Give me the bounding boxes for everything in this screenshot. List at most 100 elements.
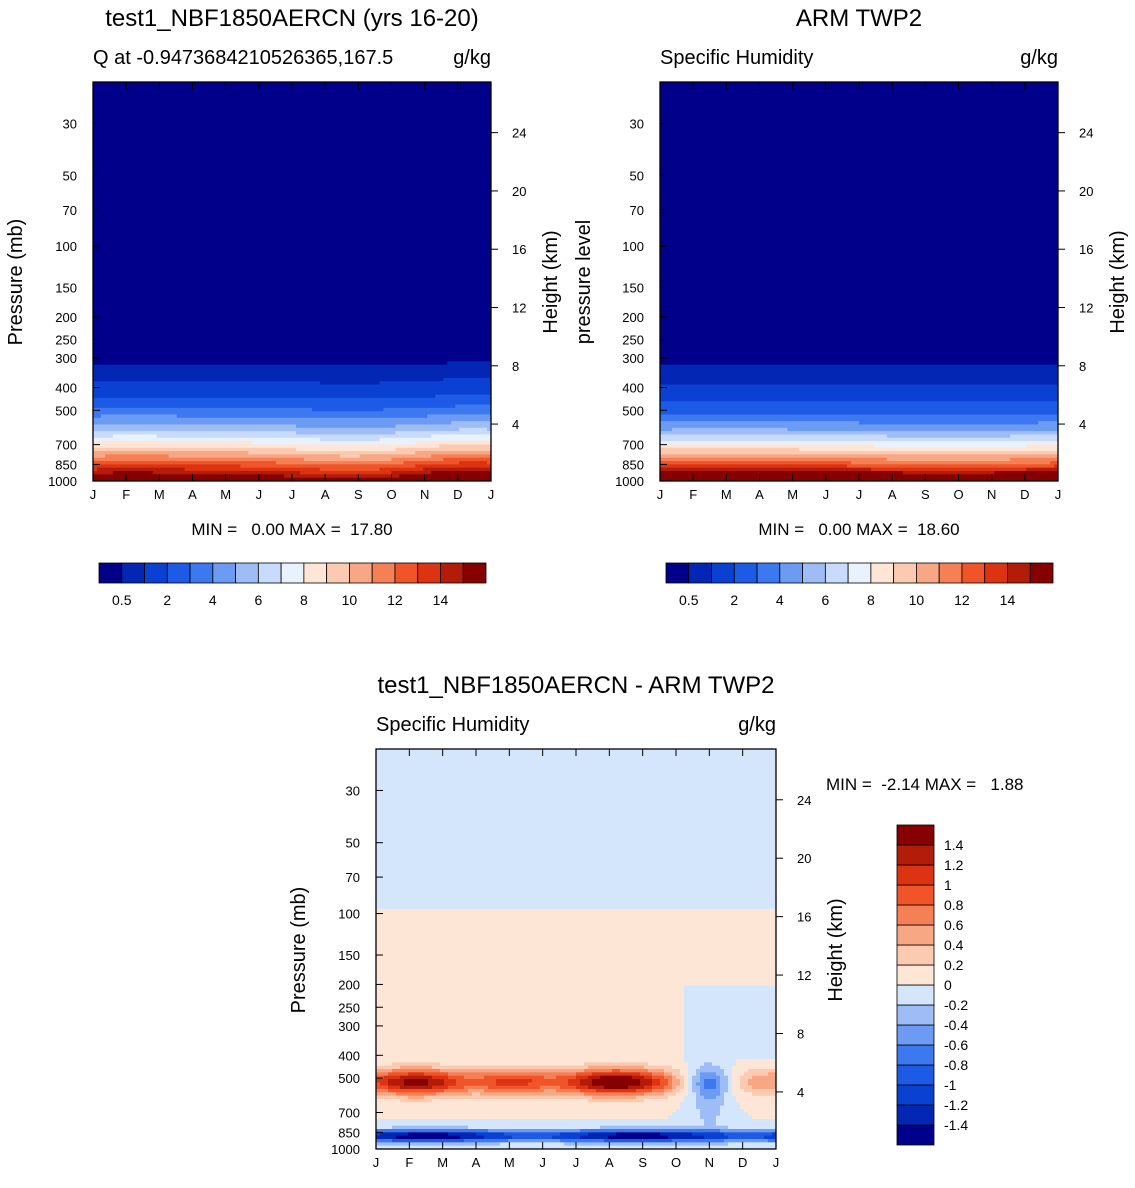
field-cell bbox=[672, 1139, 725, 1143]
field-cell bbox=[684, 1082, 689, 1087]
field-cell bbox=[93, 244, 491, 249]
colorbar-box bbox=[870, 562, 895, 584]
field-cell bbox=[660, 115, 1058, 120]
field-cell bbox=[93, 361, 448, 366]
x-tick-label: M bbox=[154, 487, 165, 502]
field-cell bbox=[112, 434, 158, 439]
field-cell bbox=[668, 1082, 673, 1087]
field-cell bbox=[652, 1085, 665, 1090]
field-cell bbox=[93, 348, 491, 352]
field-cell bbox=[376, 999, 685, 1003]
diff-ylabel-left: Pressure (mb) bbox=[288, 887, 310, 1014]
field-cell bbox=[93, 251, 491, 256]
field-cell bbox=[93, 185, 491, 189]
field-cell bbox=[93, 471, 114, 475]
colorbar-label: 10 bbox=[342, 592, 358, 608]
field-cell bbox=[732, 1079, 741, 1083]
field-cell bbox=[93, 238, 491, 243]
field-cell bbox=[376, 785, 776, 790]
field-cell bbox=[93, 205, 491, 209]
field-cell bbox=[376, 1132, 381, 1137]
field-cell bbox=[692, 1085, 701, 1090]
field-cell bbox=[600, 1075, 633, 1080]
colorbar-label: 4 bbox=[776, 592, 784, 608]
y-tick-label: 100 bbox=[338, 907, 360, 922]
field-cell bbox=[400, 1075, 433, 1080]
field-cell bbox=[684, 1029, 776, 1033]
field-cell bbox=[728, 1075, 733, 1080]
field-cell bbox=[464, 1139, 509, 1143]
field-cell bbox=[376, 959, 776, 963]
field-cell bbox=[93, 228, 491, 233]
field-cell bbox=[660, 457, 888, 462]
colorbar-box bbox=[121, 562, 145, 584]
colorbar-label: 0.5 bbox=[679, 592, 699, 608]
field-cell bbox=[660, 131, 1058, 136]
y-tick-label: 50 bbox=[346, 836, 360, 851]
field-cell bbox=[716, 1079, 721, 1083]
field-cell bbox=[93, 258, 491, 263]
field-cell bbox=[428, 1079, 445, 1083]
field-cell bbox=[660, 427, 673, 432]
field-cell bbox=[376, 872, 776, 877]
field-cell bbox=[276, 461, 405, 465]
field-cell bbox=[728, 1125, 776, 1130]
field-cell bbox=[660, 98, 1058, 103]
field-cell bbox=[584, 1062, 649, 1067]
field-cell bbox=[684, 1019, 776, 1023]
y-right-tick-label: 12 bbox=[797, 968, 811, 983]
field-cell bbox=[93, 108, 491, 113]
field-cell bbox=[740, 1102, 776, 1107]
field-cell bbox=[692, 1082, 697, 1087]
field-cell bbox=[93, 387, 491, 392]
field-cell bbox=[660, 444, 876, 449]
y-tick-label: 30 bbox=[63, 116, 77, 131]
field-cell bbox=[660, 354, 1058, 359]
field-cell bbox=[592, 1072, 641, 1077]
field-cell bbox=[671, 427, 788, 432]
field-cell bbox=[660, 215, 1058, 219]
colorbar-box bbox=[896, 1124, 935, 1146]
field-cell bbox=[660, 431, 1058, 436]
field-cell bbox=[376, 992, 685, 997]
field-cell bbox=[376, 1092, 397, 1097]
field-cell bbox=[444, 1079, 457, 1083]
field-cell bbox=[588, 1065, 645, 1070]
field-cell bbox=[660, 274, 1058, 279]
field-cell bbox=[408, 1072, 425, 1077]
field-cell bbox=[93, 165, 491, 170]
field-cell bbox=[772, 1132, 776, 1137]
field-cell bbox=[376, 1015, 685, 1020]
field-cell bbox=[380, 1082, 389, 1087]
obs-ylabel-right: Height (km) bbox=[1107, 230, 1129, 333]
field-cell bbox=[660, 324, 1058, 329]
field-cell bbox=[660, 301, 1058, 306]
field-cell bbox=[672, 1089, 681, 1093]
field-cell bbox=[724, 1099, 737, 1103]
field-cell bbox=[496, 1079, 533, 1083]
field-cell bbox=[104, 454, 170, 459]
field-cell bbox=[636, 1089, 653, 1093]
field-cell bbox=[376, 1122, 705, 1127]
field-cell bbox=[684, 1022, 776, 1027]
field-cell bbox=[93, 344, 491, 349]
field-cell bbox=[660, 141, 1058, 146]
field-cell bbox=[660, 411, 1058, 416]
field-cell bbox=[740, 1105, 776, 1110]
field-cell bbox=[748, 1112, 776, 1117]
field-cell bbox=[399, 474, 491, 479]
y-tick-label: 200 bbox=[55, 310, 77, 325]
field-cell bbox=[93, 467, 98, 472]
y-tick-label: 100 bbox=[55, 239, 77, 254]
x-tick-label: J bbox=[488, 487, 495, 502]
field-cell bbox=[660, 168, 1058, 173]
colorbar-label: -1.4 bbox=[944, 1117, 968, 1133]
field-cell bbox=[376, 1069, 393, 1073]
field-cell bbox=[376, 855, 776, 860]
field-cell bbox=[1026, 444, 1058, 449]
field-cell bbox=[660, 404, 1058, 409]
field-cell bbox=[436, 1092, 473, 1097]
field-cell bbox=[383, 407, 491, 412]
field-cell bbox=[704, 1095, 717, 1100]
